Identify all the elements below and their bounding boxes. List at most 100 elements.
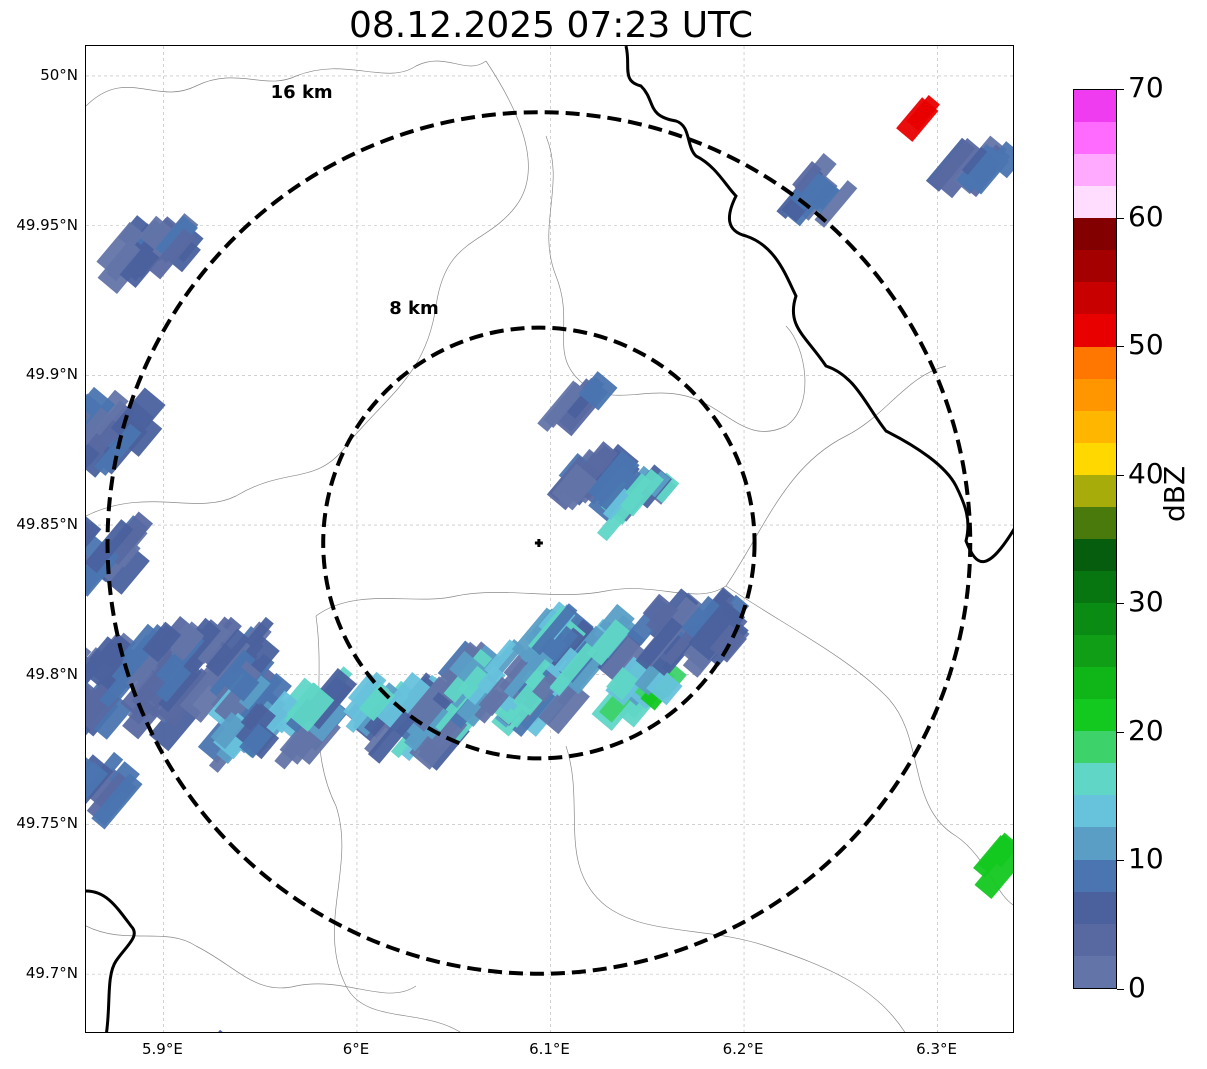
echo-cell [478, 676, 516, 717]
colorbar-segment [1074, 923, 1116, 956]
echo-cell [931, 138, 989, 199]
colorbar-segment [1074, 314, 1116, 347]
colorbar-tick-mark [1117, 89, 1124, 90]
colorbar-segment [1074, 891, 1116, 924]
colorbar-tick-label: 70 [1128, 71, 1164, 104]
echo-cell [963, 146, 1010, 195]
radar-map[interactable] [85, 45, 1014, 1033]
colorbar-tick-mark [1117, 474, 1124, 476]
colorbar-tick-label: 20 [1128, 713, 1164, 747]
echo-cell [977, 832, 1013, 872]
echo-cell [477, 665, 506, 696]
echo-cell [551, 463, 598, 511]
colorbar-segment [1074, 570, 1116, 603]
echo-cell [91, 773, 143, 830]
echo-cell [540, 623, 579, 663]
colorbar-segment [1074, 859, 1116, 892]
echo-cell [205, 628, 250, 677]
colorbar-tick-mark [1117, 603, 1124, 605]
lat-tick-label: 49.8°N [25, 664, 78, 683]
echo-cell [239, 723, 273, 759]
echo-cell [109, 525, 146, 566]
radar-map-canvas [86, 46, 1013, 1032]
colorbar-segment [1074, 186, 1116, 219]
colorbar-tick-mark [1117, 989, 1124, 990]
echo-cell [148, 228, 196, 280]
echo-cell [286, 682, 335, 732]
echo-cell [531, 603, 578, 656]
colorbar-segment [1074, 699, 1116, 732]
colorbar-segment [1074, 474, 1116, 507]
colorbar-segment [1074, 538, 1116, 571]
lat-tick-label: 49.95°N [16, 215, 78, 234]
map-title: 08.12.2025 07:23 UTC [348, 5, 754, 46]
admin-boundaries [86, 60, 1013, 1032]
lon-tick-label: 6.3°E [916, 1040, 957, 1058]
colorbar-segment [1074, 795, 1116, 828]
municipal-boundary [315, 585, 727, 617]
echo-cell [896, 97, 939, 142]
echo-cell [96, 221, 145, 274]
range-rings [105, 110, 973, 976]
colorbar-tick-label: 60 [1128, 199, 1164, 233]
colorbar-segment [1074, 122, 1116, 155]
range-ring [321, 325, 757, 761]
echo-cell [210, 712, 247, 750]
echo-cell [503, 650, 546, 699]
echo-cell [119, 243, 162, 288]
municipal-boundary [86, 60, 487, 107]
echo-cell [484, 639, 518, 677]
echo-cell [186, 1029, 237, 1032]
lat-tick-label: 50°N [40, 65, 78, 84]
colorbar-segment [1074, 506, 1116, 539]
lat-tick-label: 49.7°N [25, 964, 78, 983]
lon-tick-label: 6.1°E [529, 1040, 570, 1058]
echo-cell [646, 669, 683, 706]
echo-cell [343, 671, 387, 720]
country-borders [86, 46, 1013, 1032]
echo-cell [192, 623, 231, 664]
echo-cell [543, 382, 586, 428]
echo-cell [375, 671, 432, 732]
municipal-boundary [545, 135, 806, 432]
echo-cell [554, 647, 580, 674]
echo-cell [578, 371, 618, 411]
colorbar-segment [1074, 90, 1116, 123]
colorbar-segment [1074, 955, 1116, 988]
echo-cell [238, 675, 271, 710]
echo-cell [234, 703, 276, 748]
echo-cell [101, 544, 150, 595]
municipal-boundary [86, 60, 529, 517]
echo-cell [142, 621, 182, 663]
echo-cell [598, 468, 641, 515]
colorbar-segment [1074, 250, 1116, 283]
colorbar-unit-label: dBZ [1158, 465, 1191, 522]
range-ring-label: 16 km [270, 82, 333, 104]
municipal-boundary [86, 925, 417, 994]
echo-cell [86, 513, 102, 562]
lon-tick-label: 6.2°E [722, 1040, 764, 1058]
colorbar-segment [1074, 282, 1116, 315]
colorbar-segment [1074, 346, 1116, 379]
colorbar-tick-label: 30 [1128, 585, 1164, 619]
echo-cell [814, 180, 858, 228]
echo-cell [681, 595, 722, 640]
echo-cell [580, 441, 618, 481]
echo-cell [620, 468, 664, 517]
echo-cell [245, 616, 274, 649]
colorbar-segment [1074, 827, 1116, 860]
municipal-boundary [565, 745, 906, 1032]
colorbar-segment [1074, 731, 1116, 764]
colorbar-segment [1074, 442, 1116, 475]
colorbar-segment [1074, 378, 1116, 411]
colorbar-segment [1074, 410, 1116, 443]
colorbar-tick-label: 10 [1128, 842, 1164, 876]
lat-tick-label: 49.75°N [16, 814, 78, 833]
colorbar-tick-label: 0 [1128, 971, 1146, 1004]
echo-cell [586, 619, 630, 666]
echo-cell [156, 670, 210, 728]
country-border-east [624, 46, 1013, 564]
colorbar-segment [1074, 667, 1116, 700]
echo-cell [606, 666, 639, 701]
echo-cell [89, 694, 133, 740]
